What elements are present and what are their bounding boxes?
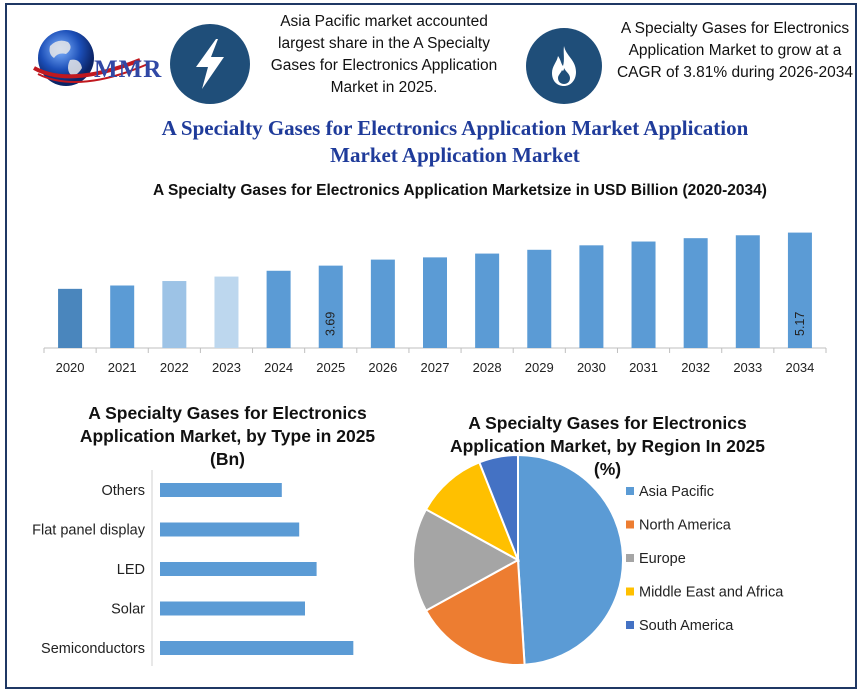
type-bar-led: [160, 562, 317, 576]
x-tick-label: 2034: [785, 360, 814, 375]
x-tick-label: 2020: [56, 360, 85, 375]
lightning-bolt-icon: [196, 39, 224, 89]
bar-2027: [423, 257, 447, 348]
x-tick-label: 2026: [368, 360, 397, 375]
mmr-logo: [30, 24, 170, 96]
region-pie-chart: Asia Pacific North America Europe Middle Ea…: [412, 453, 784, 666]
bar-2022: [162, 281, 187, 348]
market-size-bar-chart: 2020 2021 2022 2023 2024 2025 3.69 2026 2027 2028…: [43, 232, 827, 375]
lightning-icon-badge: [170, 24, 250, 104]
legend-label: South America: [639, 618, 734, 634]
type-label: Semiconductors: [41, 641, 145, 657]
flame-icon-badge: [526, 28, 602, 104]
data-label-2034: 5.17: [793, 312, 807, 336]
bar-2025: [318, 265, 343, 348]
type-bar-solar: [160, 601, 305, 616]
bar-2021: [110, 285, 135, 348]
bar-2030: [579, 245, 604, 348]
bar-2020: [58, 288, 83, 348]
type-label: Solar: [111, 602, 145, 618]
legend-label: Europe: [639, 551, 686, 567]
bar-2024: [266, 270, 291, 348]
legend-label: Middle East and Africa: [639, 585, 784, 601]
x-tick-label: 2028: [473, 360, 502, 375]
bar-2029: [527, 249, 552, 348]
globe-icon: [33, 30, 149, 86]
x-tick-label: 2031: [629, 360, 658, 375]
bar-2023: [214, 276, 239, 348]
type-bar-others: [160, 483, 282, 497]
legend-swatch: [626, 487, 634, 495]
bar-2026: [370, 259, 395, 348]
frame: [5, 3, 857, 689]
type-label: Others: [101, 483, 145, 499]
legend-swatch: [626, 554, 634, 562]
pie-slice-asia-pacific: [517, 453, 624, 666]
x-tick-label: 2030: [577, 360, 606, 375]
left-note: Asia Pacific market accounted largest sh…: [270, 13, 498, 96]
bar-2031: [631, 241, 656, 348]
flame-icon: [552, 46, 576, 86]
x-tick-label: 2023: [212, 360, 241, 375]
bar-2033: [735, 235, 760, 348]
pie-slice-north-america: [424, 558, 526, 666]
x-tick-label: 2033: [733, 360, 762, 375]
main-title: A Specialty Gases for Electronics Applic…: [161, 116, 749, 167]
right-note: A Specialty Gases for Electronics Applic…: [616, 20, 854, 81]
legend-swatch: [626, 621, 634, 629]
bar-2032: [683, 238, 708, 348]
bar-chart-title: A Specialty Gases for Electronics Applic…: [153, 182, 767, 199]
legend-label: Asia Pacific: [639, 484, 714, 500]
type-bar-chart: Others Flat panel display LED Solar Semicond…: [32, 470, 354, 666]
type-label: Flat panel display: [32, 523, 146, 539]
x-tick-label: 2027: [421, 360, 450, 375]
pie-slice-south-america: [478, 453, 519, 561]
x-tick-label: 2029: [525, 360, 554, 375]
bar-2034: [787, 232, 812, 348]
type-bar-flat-panel-display: [160, 522, 300, 537]
x-tick-label: 2024: [264, 360, 293, 375]
pie-slice-europe: [412, 508, 521, 612]
bar-2028: [475, 253, 500, 348]
legend-label: North America: [639, 518, 732, 534]
type-label: LED: [117, 562, 145, 578]
x-tick-label: 2032: [681, 360, 710, 375]
legend-swatch: [626, 520, 634, 529]
x-tick-label: 2025: [316, 360, 345, 375]
type-bar-semiconductors: [160, 641, 354, 655]
region-chart-title: A Specialty Gases for Electronics Applic…: [449, 413, 766, 479]
data-label-2025: 3.69: [324, 312, 338, 336]
x-tick-label: 2021: [108, 360, 137, 375]
logo-text: MMR: [94, 56, 163, 83]
x-tick-label: 2022: [160, 360, 189, 375]
pie-slice-middle-east-and-africa: [424, 461, 520, 563]
legend-swatch: [626, 587, 634, 596]
type-chart-title: A Specialty Gases for Electronics Applic…: [79, 403, 376, 469]
